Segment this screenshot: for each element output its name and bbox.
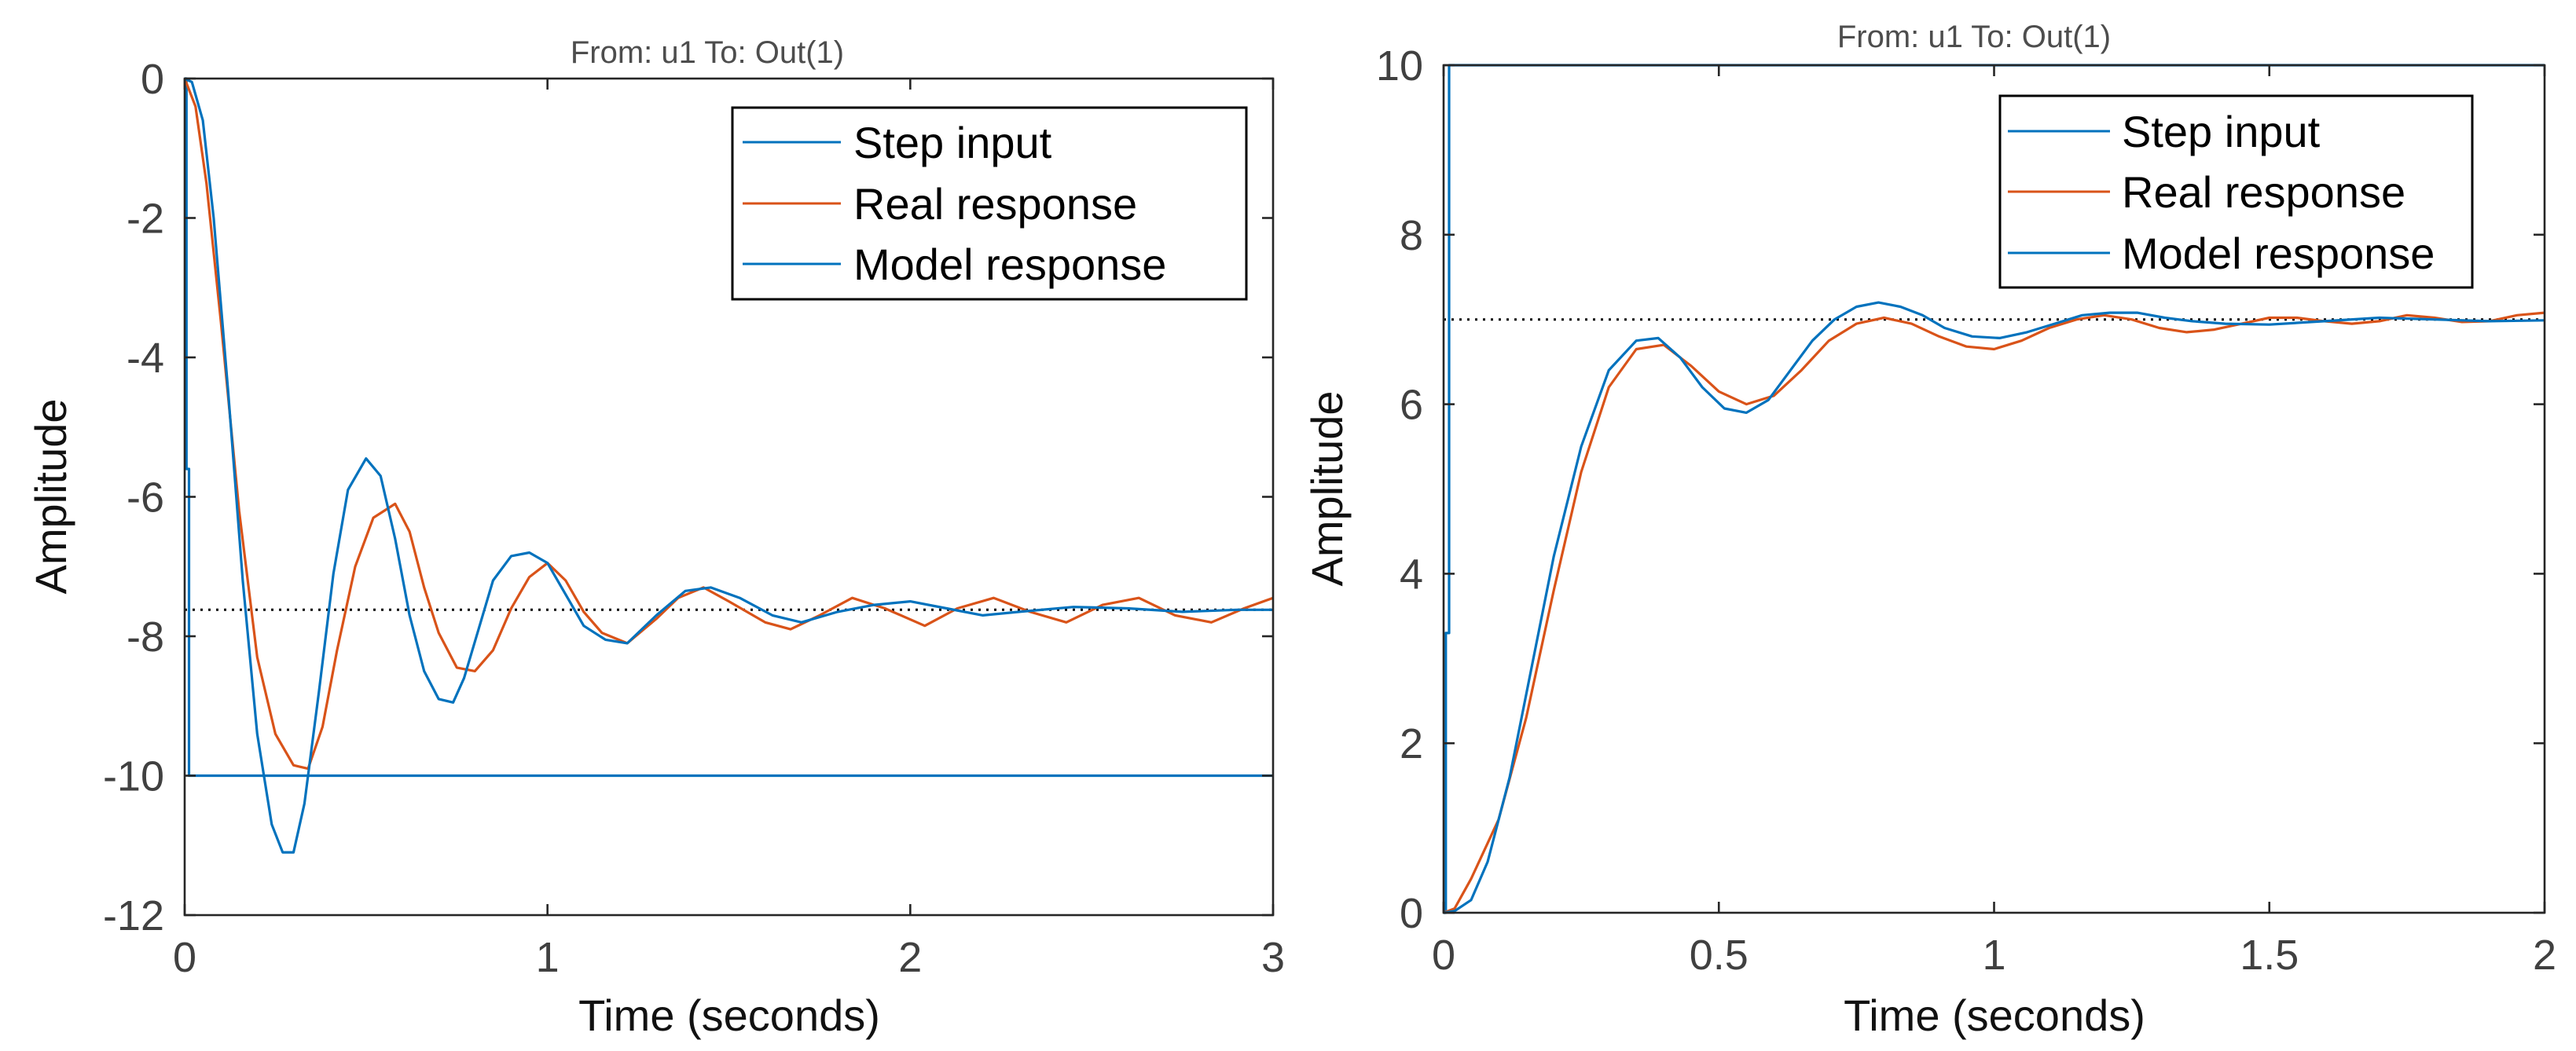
left-y-tick-label: -2: [127, 196, 164, 243]
right-x-tick-label: 1.5: [2240, 932, 2299, 979]
right-step-response-chart: From: u1 To: Out(1) 0 0.5 1 1.5 2 0 2 4 6 8 10 Tim…: [1302, 20, 2556, 1040]
left-x-tick-label: 0: [173, 934, 196, 981]
left-x-tick-label: 2: [898, 934, 922, 981]
right-chart-legend: Step input Real response Model response: [1998, 94, 2474, 289]
left-y-axis-label: Amplitude: [26, 398, 75, 594]
left-legend-real-response: Real response: [853, 179, 1137, 229]
right-chart-title: From: u1 To: Out(1): [1837, 20, 2111, 54]
right-x-tick-label: 1: [1982, 932, 2005, 979]
right-series-model-line: [1443, 301, 2545, 914]
right-chart-frame: [1442, 64, 2546, 914]
left-step-response-chart: From: u1 To: Out(1) 0 1 2 30-2-4-6-8-10-12 …: [26, 35, 1285, 1040]
right-y-axis-label: Amplitude: [1302, 390, 1352, 586]
left-series-model-line: [184, 77, 1273, 854]
left-chart-legend: Step input Real response Model response: [731, 106, 1248, 301]
right-x-tick-label: 0.5: [1690, 932, 1749, 979]
left-y-tick-label: -12: [103, 892, 164, 939]
left-y-tick-label: -8: [127, 613, 164, 661]
right-legend-real-response: Real response: [2122, 167, 2405, 217]
left-legend-step-input: Step input: [853, 118, 1052, 167]
left-y-tick-label: 0: [141, 56, 164, 103]
right-legend-model-response: Model response: [2122, 229, 2435, 278]
left-chart-ticks: 0 1 2 3 0 -2 -4 -6 -8 -10 -12: [103, 56, 1285, 981]
right-y-tick-label: 0: [1400, 890, 1423, 937]
left-legend-model-response: Model response: [853, 240, 1166, 289]
right-y-tick-label: 4: [1400, 551, 1423, 598]
right-y-tick-label: 8: [1400, 212, 1423, 259]
right-legend-step-input: Step input: [2122, 107, 2321, 156]
left-y-tick-label: -6: [127, 474, 164, 522]
right-y-tick-label: 2: [1400, 720, 1423, 767]
right-y-tick-label: 6: [1400, 382, 1423, 429]
right-chart-ticks: 0 0.5 1 1.5 2 0 2 4 6 8 10: [1376, 42, 2556, 979]
left-chart-title: From: u1 To: Out(1): [571, 35, 844, 70]
left-y-tick-label: -10: [103, 753, 164, 800]
right-y-tick-label: 10: [1376, 42, 1423, 90]
right-x-axis-label: Time (seconds): [1844, 991, 2145, 1040]
left-x-tick-label: 3: [1261, 934, 1285, 981]
right-x-tick-label: 2: [2533, 932, 2556, 979]
left-y-tick-label: -4: [127, 335, 164, 382]
left-x-axis-label: Time (seconds): [578, 991, 880, 1040]
left-series-real-line: [183, 78, 1274, 771]
left-x-tick-label: 1: [536, 934, 560, 981]
right-x-tick-label: 0: [1432, 932, 1455, 979]
left-chart-frame: [183, 77, 1275, 917]
right-series-real-line: [1443, 311, 2545, 914]
